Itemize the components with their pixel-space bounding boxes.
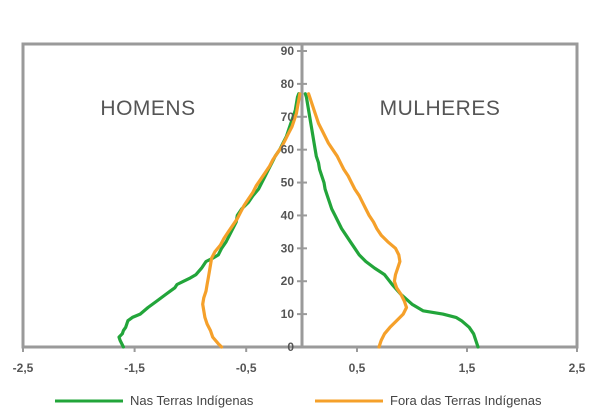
x-axis: -2,5 -1,5 -0,5 0,5 1,5 2,5 (13, 347, 586, 375)
x-tick-label: 1,5 (459, 361, 476, 375)
x-tick-label: -0,5 (236, 361, 257, 375)
series-layer (117, 92, 480, 349)
x-tick-label: 2,5 (569, 361, 586, 375)
plot-border (21, 42, 579, 349)
y-tick-label: 90 (281, 44, 295, 58)
y-tick-label: 70 (281, 110, 295, 124)
x-tick-label: -1,5 (124, 361, 145, 375)
panel-label-left: HOMENS (100, 97, 195, 120)
x-tick-label: 0,5 (349, 361, 366, 375)
y-tick-label: 30 (281, 241, 295, 255)
series-line-0-homens (117, 92, 301, 349)
legend-label-nas-terras: Nas Terras Indígenas (130, 393, 254, 408)
panel-label-right: MULHERES (380, 97, 501, 120)
y-tick-label: 60 (281, 143, 295, 157)
series-line-0-mulheres (303, 92, 480, 349)
y-tick-label: 80 (281, 77, 295, 91)
series-line-1-mulheres (307, 92, 409, 349)
x-tick-label: -2,5 (13, 361, 34, 375)
series-line-1-homens (201, 92, 302, 349)
y-axis: 0 10 20 30 40 50 60 70 80 90 (281, 44, 307, 354)
legend-label-fora-terras: Fora das Terras Indígenas (390, 393, 542, 408)
plot-frame (21, 42, 579, 349)
legend: Nas Terras Indígenas Fora das Terras Ind… (55, 393, 542, 408)
y-tick-label: 20 (281, 274, 295, 288)
y-tick-label: 0 (287, 340, 294, 354)
y-tick-label: 10 (281, 307, 295, 321)
y-tick-label: 50 (281, 176, 295, 190)
y-tick-label: 40 (281, 208, 295, 222)
